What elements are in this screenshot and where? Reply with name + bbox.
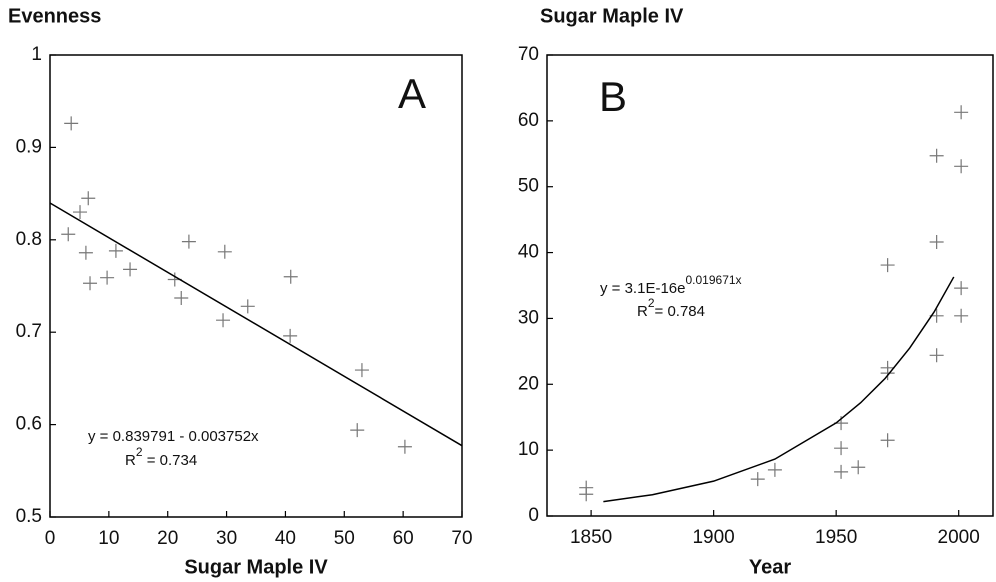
y-tick-label: 10 [518,439,539,460]
x-tick-label: 1900 [692,527,734,548]
point [240,299,255,314]
y-tick-label: 20 [518,373,539,394]
y-tick-label: 60 [518,110,539,131]
point [579,487,594,502]
point [954,308,969,323]
x-tick-label: 70 [451,528,472,549]
point [283,328,298,343]
y-tick-label: 0.7 [16,321,42,342]
point [851,460,866,475]
x-axis-label: Year [749,556,791,578]
point [354,363,369,378]
point [834,464,849,479]
point [81,191,96,206]
y-tick-label: 0.9 [16,136,42,157]
point [283,269,298,284]
point [108,243,123,258]
point [929,235,944,250]
point [954,159,969,174]
y-tick-label: 30 [518,307,539,328]
point [767,462,782,477]
point [929,148,944,163]
point [83,276,98,291]
plot-frame [546,54,994,517]
x-tick-label: 0 [45,528,56,549]
chart-title: Evenness [8,5,101,27]
trend-line [603,276,955,503]
annotation: y = 3.1E-16e0.019671x [600,273,742,297]
point [78,245,93,260]
x-tick-label: 30 [216,528,237,549]
point [954,281,969,296]
y-tick-label: 70 [518,44,539,65]
x-tick-label: 40 [275,528,296,549]
annotation-sup: 2 [136,445,143,459]
y-tick-label: 0 [528,505,539,526]
point [929,348,944,363]
y-tick-label: 0.8 [16,229,42,250]
annotation: R2= 0.784 [637,296,705,320]
point [181,234,196,249]
point [217,244,232,259]
annotation-text: y = 3.1E-16e [600,280,685,297]
x-axis-label: Sugar Maple IV [184,556,328,578]
trend-line [49,202,463,447]
point [61,227,76,242]
point [123,262,138,277]
panel-letter: A [398,70,426,117]
annotation-text: = 0.784 [655,303,705,320]
plot-frame [49,54,463,518]
annotation: y = 0.839791 - 0.003752x [88,428,259,445]
x-tick-label: 1950 [815,527,857,548]
panel-letter: B [599,73,627,120]
annotation-text: = 0.734 [143,452,198,469]
annotation-text: R [125,452,136,469]
point [216,313,231,328]
point [750,472,765,487]
y-tick-label: 50 [518,176,539,197]
annotation-text: y = 0.839791 - 0.003752x [88,428,259,445]
point [397,439,412,454]
x-tick-label: 20 [157,528,178,549]
point [64,116,79,131]
annotation-text: R [637,303,648,320]
point [834,441,849,456]
panel: Evenness Sugar Maple IV A 0 10 20 30 40 50 60 70 0.… [8,5,473,578]
point [100,270,115,285]
y-tick-label: 0.6 [16,414,42,435]
point [174,291,189,306]
annotation: R2 = 0.734 [125,445,197,469]
point [880,433,895,448]
y-tick-label: 0.5 [16,506,42,527]
y-tick-label: 1 [31,44,42,65]
point [880,258,895,273]
x-tick-label: 1850 [570,527,612,548]
x-tick-label: 10 [98,528,119,549]
x-tick-label: 2000 [938,527,980,548]
chart-title: Sugar Maple IV [540,5,684,27]
point [73,205,88,220]
annotation-sup: 2 [648,296,655,310]
point [350,423,365,438]
x-tick-label: 50 [334,528,355,549]
point [954,105,969,120]
point [880,366,895,381]
y-tick-label: 40 [518,242,539,263]
x-tick-label: 60 [393,528,414,549]
annotation-sup: 0.019671x [685,273,741,287]
